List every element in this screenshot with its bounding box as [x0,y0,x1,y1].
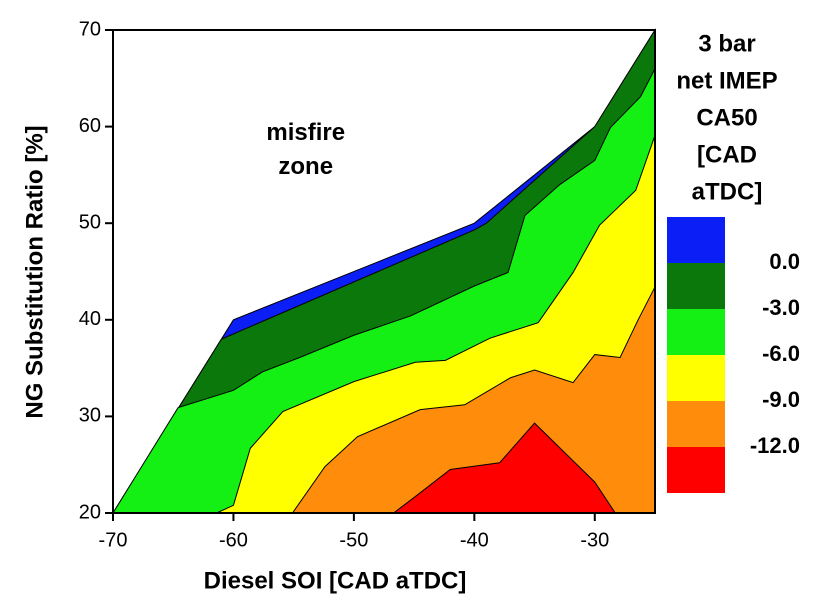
contour-region [392,422,617,514]
colorbar-title: [CAD [697,141,757,168]
x-axis-label: Diesel SOI [CAD aTDC] [204,567,467,594]
y-tick-label: 40 [79,308,101,330]
y-tick-label: 20 [79,501,101,523]
colorbar-title: CA50 [696,104,757,131]
y-tick-label: 50 [79,211,101,233]
y-tick-label: 60 [79,115,101,137]
colorbar-tick-label: 0.0 [769,249,800,274]
colorbar-box [667,355,725,401]
x-tick-label: -30 [580,529,609,551]
colorbar-tick-label: -6.0 [762,341,800,366]
y-tick-label: 30 [79,405,101,427]
y-axis-label: NG Substitution Ratio [%] [21,125,48,418]
y-tick-label: 70 [79,18,101,40]
x-tick-label: -40 [460,529,489,551]
plot-frame [112,29,656,514]
colorbar-box [667,401,725,447]
x-tick-label: -70 [99,529,128,551]
x-tick-label: -60 [219,529,248,551]
colorbar-tick-label: -9.0 [762,387,800,412]
colorbar-tick-label: -12.0 [750,433,800,458]
colorbar-box [667,263,725,309]
colorbar-title: 3 bar [698,30,755,57]
annotation: misfire [266,119,345,146]
colorbar-title: aTDC] [692,178,763,205]
x-tick-label: -50 [339,529,368,551]
colorbar-box [667,447,725,493]
annotation: zone [278,153,333,180]
colorbar-box [667,217,725,263]
colorbar-title: net IMEP [676,67,777,94]
colorbar-tick-label: -3.0 [762,295,800,320]
colorbar-box [667,309,725,355]
